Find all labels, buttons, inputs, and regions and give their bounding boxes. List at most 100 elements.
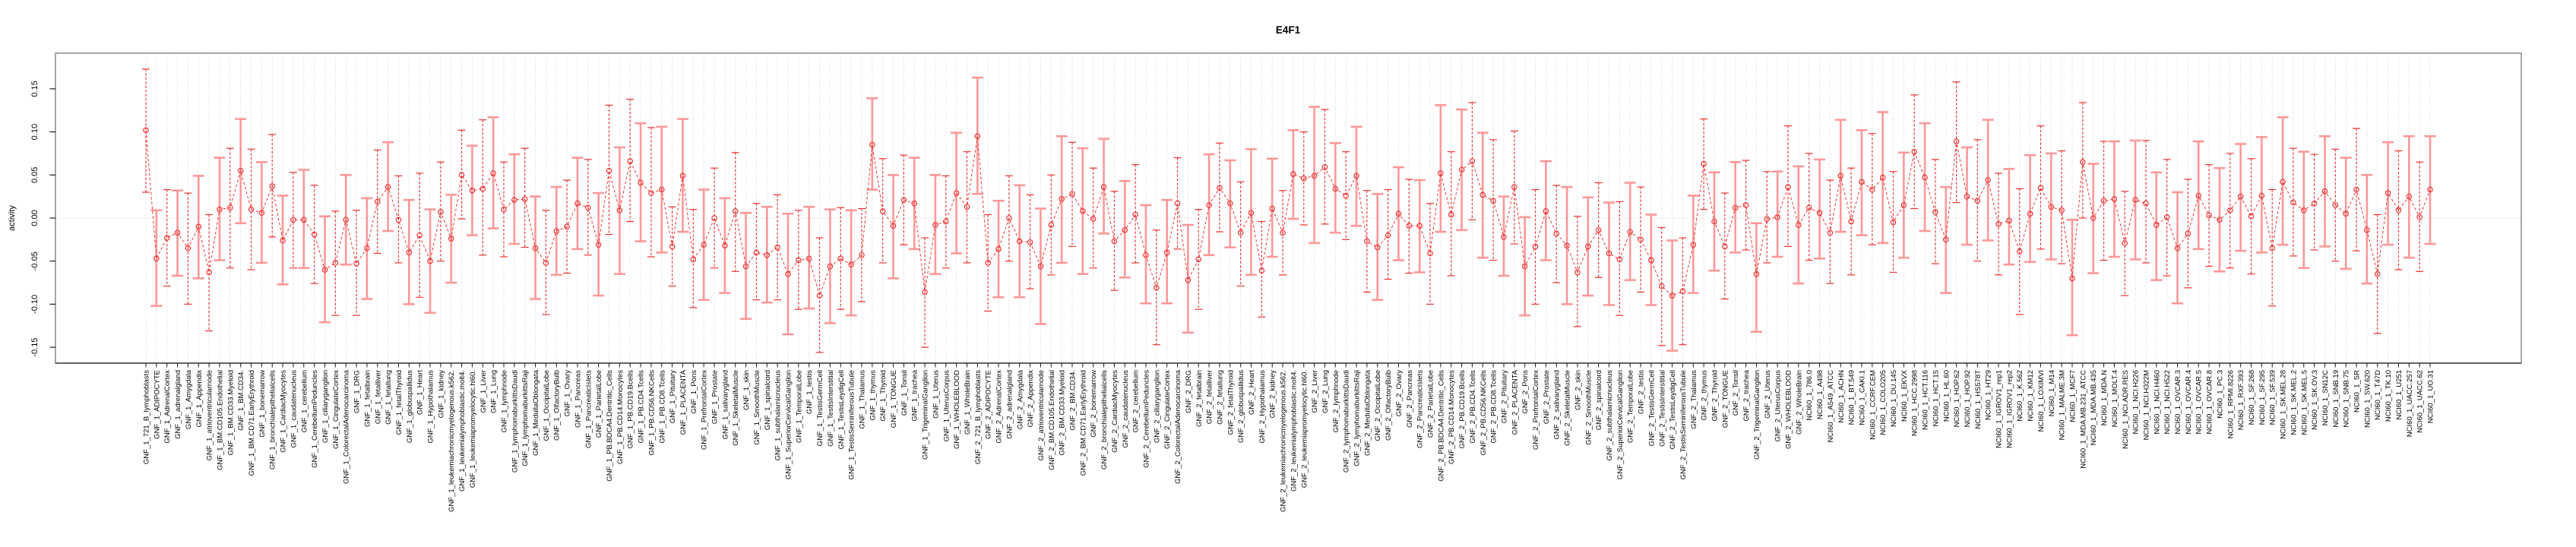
data-point	[595, 242, 602, 248]
x-category-label: NCI60_1_SNB.19	[2332, 370, 2340, 428]
data-point	[1100, 184, 1107, 190]
x-category-label: GNF_1_Pons	[690, 370, 698, 414]
x-category-label: NCI60_1_HL.60	[1942, 370, 1951, 422]
data-point	[2406, 193, 2413, 200]
data-point	[953, 190, 960, 196]
data-point	[816, 292, 823, 299]
x-category-label: GNF_2_atrioventricularnode	[1037, 370, 1046, 460]
x-category-label: NCI60_1_HT29	[1985, 370, 1993, 420]
data-point	[532, 245, 539, 251]
data-point	[1195, 256, 1202, 263]
data-point	[1543, 208, 1549, 214]
x-category-label: GNF_1_BM.CD34.	[237, 370, 245, 431]
data-point	[1879, 174, 1886, 181]
data-point	[343, 217, 349, 223]
data-point	[2269, 245, 2276, 251]
x-category-label: GNF_1_globuspallidus	[406, 370, 414, 443]
x-category-label: GNF_2_Prostate	[1543, 370, 1551, 424]
data-point	[2374, 270, 2381, 277]
x-category-label: GNF_1_spinalcord	[764, 370, 772, 430]
data-point	[174, 229, 181, 236]
x-category-label: GNF_2_Hypothalamus	[1258, 370, 1267, 444]
x-category-label: GNF_1_Lung	[490, 370, 498, 413]
x-category-label: GNF_2_TemporalLobe	[1627, 370, 1635, 443]
x-category-label: GNF_1_MedullaOblongata	[532, 369, 540, 456]
data-point	[2226, 207, 2233, 213]
x-category-label: NCI60_1_SR	[2353, 370, 2362, 413]
x-category-label: NCI60_1_NCI.H322M	[2142, 370, 2150, 440]
x-category-label: GNF_1_UterusCorpus	[942, 370, 951, 442]
x-category-label: NCI60_1_OVCAR.8	[2206, 370, 2214, 434]
x-category-label: NCI60_1_NCI.H522	[2163, 370, 2172, 435]
x-category-label: GNF_1_CingulateCortex	[332, 370, 340, 449]
x-category-label: GNF_2_BM.CD33.Myeloid	[1059, 370, 1067, 455]
x-category-label: GNF_1_WHOLEBLOOD	[953, 370, 961, 449]
x-category-label: GNF_2_salivarygland	[1553, 370, 1562, 439]
data-point	[1027, 239, 1033, 245]
data-point	[1448, 211, 1454, 218]
data-point	[1995, 221, 2002, 227]
data-point	[1805, 204, 1812, 211]
data-point	[501, 206, 507, 213]
data-point	[1122, 227, 1128, 233]
data-point	[942, 218, 949, 225]
x-category-label: NCI60_1_LOXIMVI	[2037, 370, 2046, 432]
x-category-label: GNF_2_721_B_lymphoblasts	[974, 370, 983, 464]
x-category-label: GNF_1_Appendix	[195, 370, 204, 428]
data-point	[2154, 222, 2160, 228]
data-point	[1837, 172, 1844, 179]
x-category-label: GNF_2_leukemiachronicmyelogenous.k562.	[1280, 370, 1288, 512]
data-point	[1859, 179, 1865, 185]
x-category-label: GNF_1_lymphnode	[500, 370, 508, 432]
data-point	[964, 204, 970, 210]
data-point	[995, 246, 1002, 252]
x-category-label: GNF_1_salivarygland	[721, 370, 729, 439]
x-category-label: GNF_2_PB.BDCA4.Dentritic_Cells	[1437, 370, 1445, 482]
x-category-label: GNF_2_lymphomaburkittsRaji	[1353, 370, 1362, 466]
data-point	[1490, 198, 1496, 204]
x-category-label: GNF_2_kidney	[1269, 370, 1277, 419]
x-category-label: NCI60_1_OVCAR.4	[2185, 370, 2193, 434]
x-category-label: NCI60_1_SF.268	[2248, 370, 2256, 425]
x-category-label: GNF_2_BM.CD71.EarlyErythroid	[1079, 370, 1087, 476]
x-category-label: NCI60_1_SK.MEL.28	[2280, 370, 2288, 439]
data-point	[1163, 249, 1170, 256]
x-category-label: GNF_1_ciliaryganglion	[321, 370, 330, 443]
x-category-label: GNF_2_bronchialepithelialcells	[1100, 370, 1109, 470]
data-point	[1458, 166, 1465, 173]
x-category-label: GNF_1_CardiacMyocytes	[280, 370, 288, 453]
x-category-label: GNF_2_PrefrontalCortex	[1532, 370, 1540, 450]
x-category-label: GNF_1_PB.CD56.NKCells	[647, 370, 656, 456]
x-category-label: NCI60_1_MOLT.4	[2111, 370, 2119, 427]
x-category-label: NCI60_1_IGROV1_rep2	[2005, 370, 2014, 448]
x-category-label: GNF_1_lymphomaburkittsDaudi	[511, 370, 519, 473]
x-category-label: GNF_2_CardiacMyocytes	[1111, 370, 1119, 453]
x-category-label: GNF_1_PB.BDCA4.Dentritic_Cells	[606, 370, 614, 482]
x-category-label: GNF_2_PB.CD56.NKCells	[1479, 370, 1488, 456]
x-category-label: GNF_1_skin	[742, 370, 751, 410]
plot-box	[55, 52, 2522, 364]
x-category-label: GNF_2_fetalThyroid	[1226, 370, 1235, 435]
x-category-label: GNF_2_skin	[1574, 370, 1582, 410]
x-category-label: GNF_1_cerebellum	[300, 370, 309, 432]
data-point	[1406, 223, 1413, 229]
data-point	[2248, 213, 2255, 220]
x-category-label: GNF_1_ColorectalAdenocarcinoma	[343, 369, 351, 484]
data-point	[1742, 202, 1749, 208]
x-category-label: GNF_1_OlfactoryBulb	[553, 370, 562, 441]
x-category-label: GNF_1_fetallung	[385, 370, 393, 425]
data-point	[416, 232, 422, 239]
data-point	[1290, 171, 1296, 177]
data-point	[1374, 244, 1381, 251]
x-category-label: GNF_2_PB.CD19.Bcells	[1458, 370, 1467, 449]
x-category-label: GNF_1_TestisInterstitial	[827, 370, 835, 447]
data-point	[1111, 238, 1118, 245]
data-point	[248, 206, 255, 213]
data-point	[427, 258, 433, 264]
x-category-label: NCI60_1_HOP.62	[1953, 370, 1961, 427]
y-axis-title: activity	[8, 205, 17, 231]
x-category-label: NCI60_1_MALME.3M	[2059, 370, 2067, 440]
data-point	[1395, 210, 1402, 217]
x-category-label: GNF_1_721_B_lymphoblasts	[143, 370, 151, 464]
